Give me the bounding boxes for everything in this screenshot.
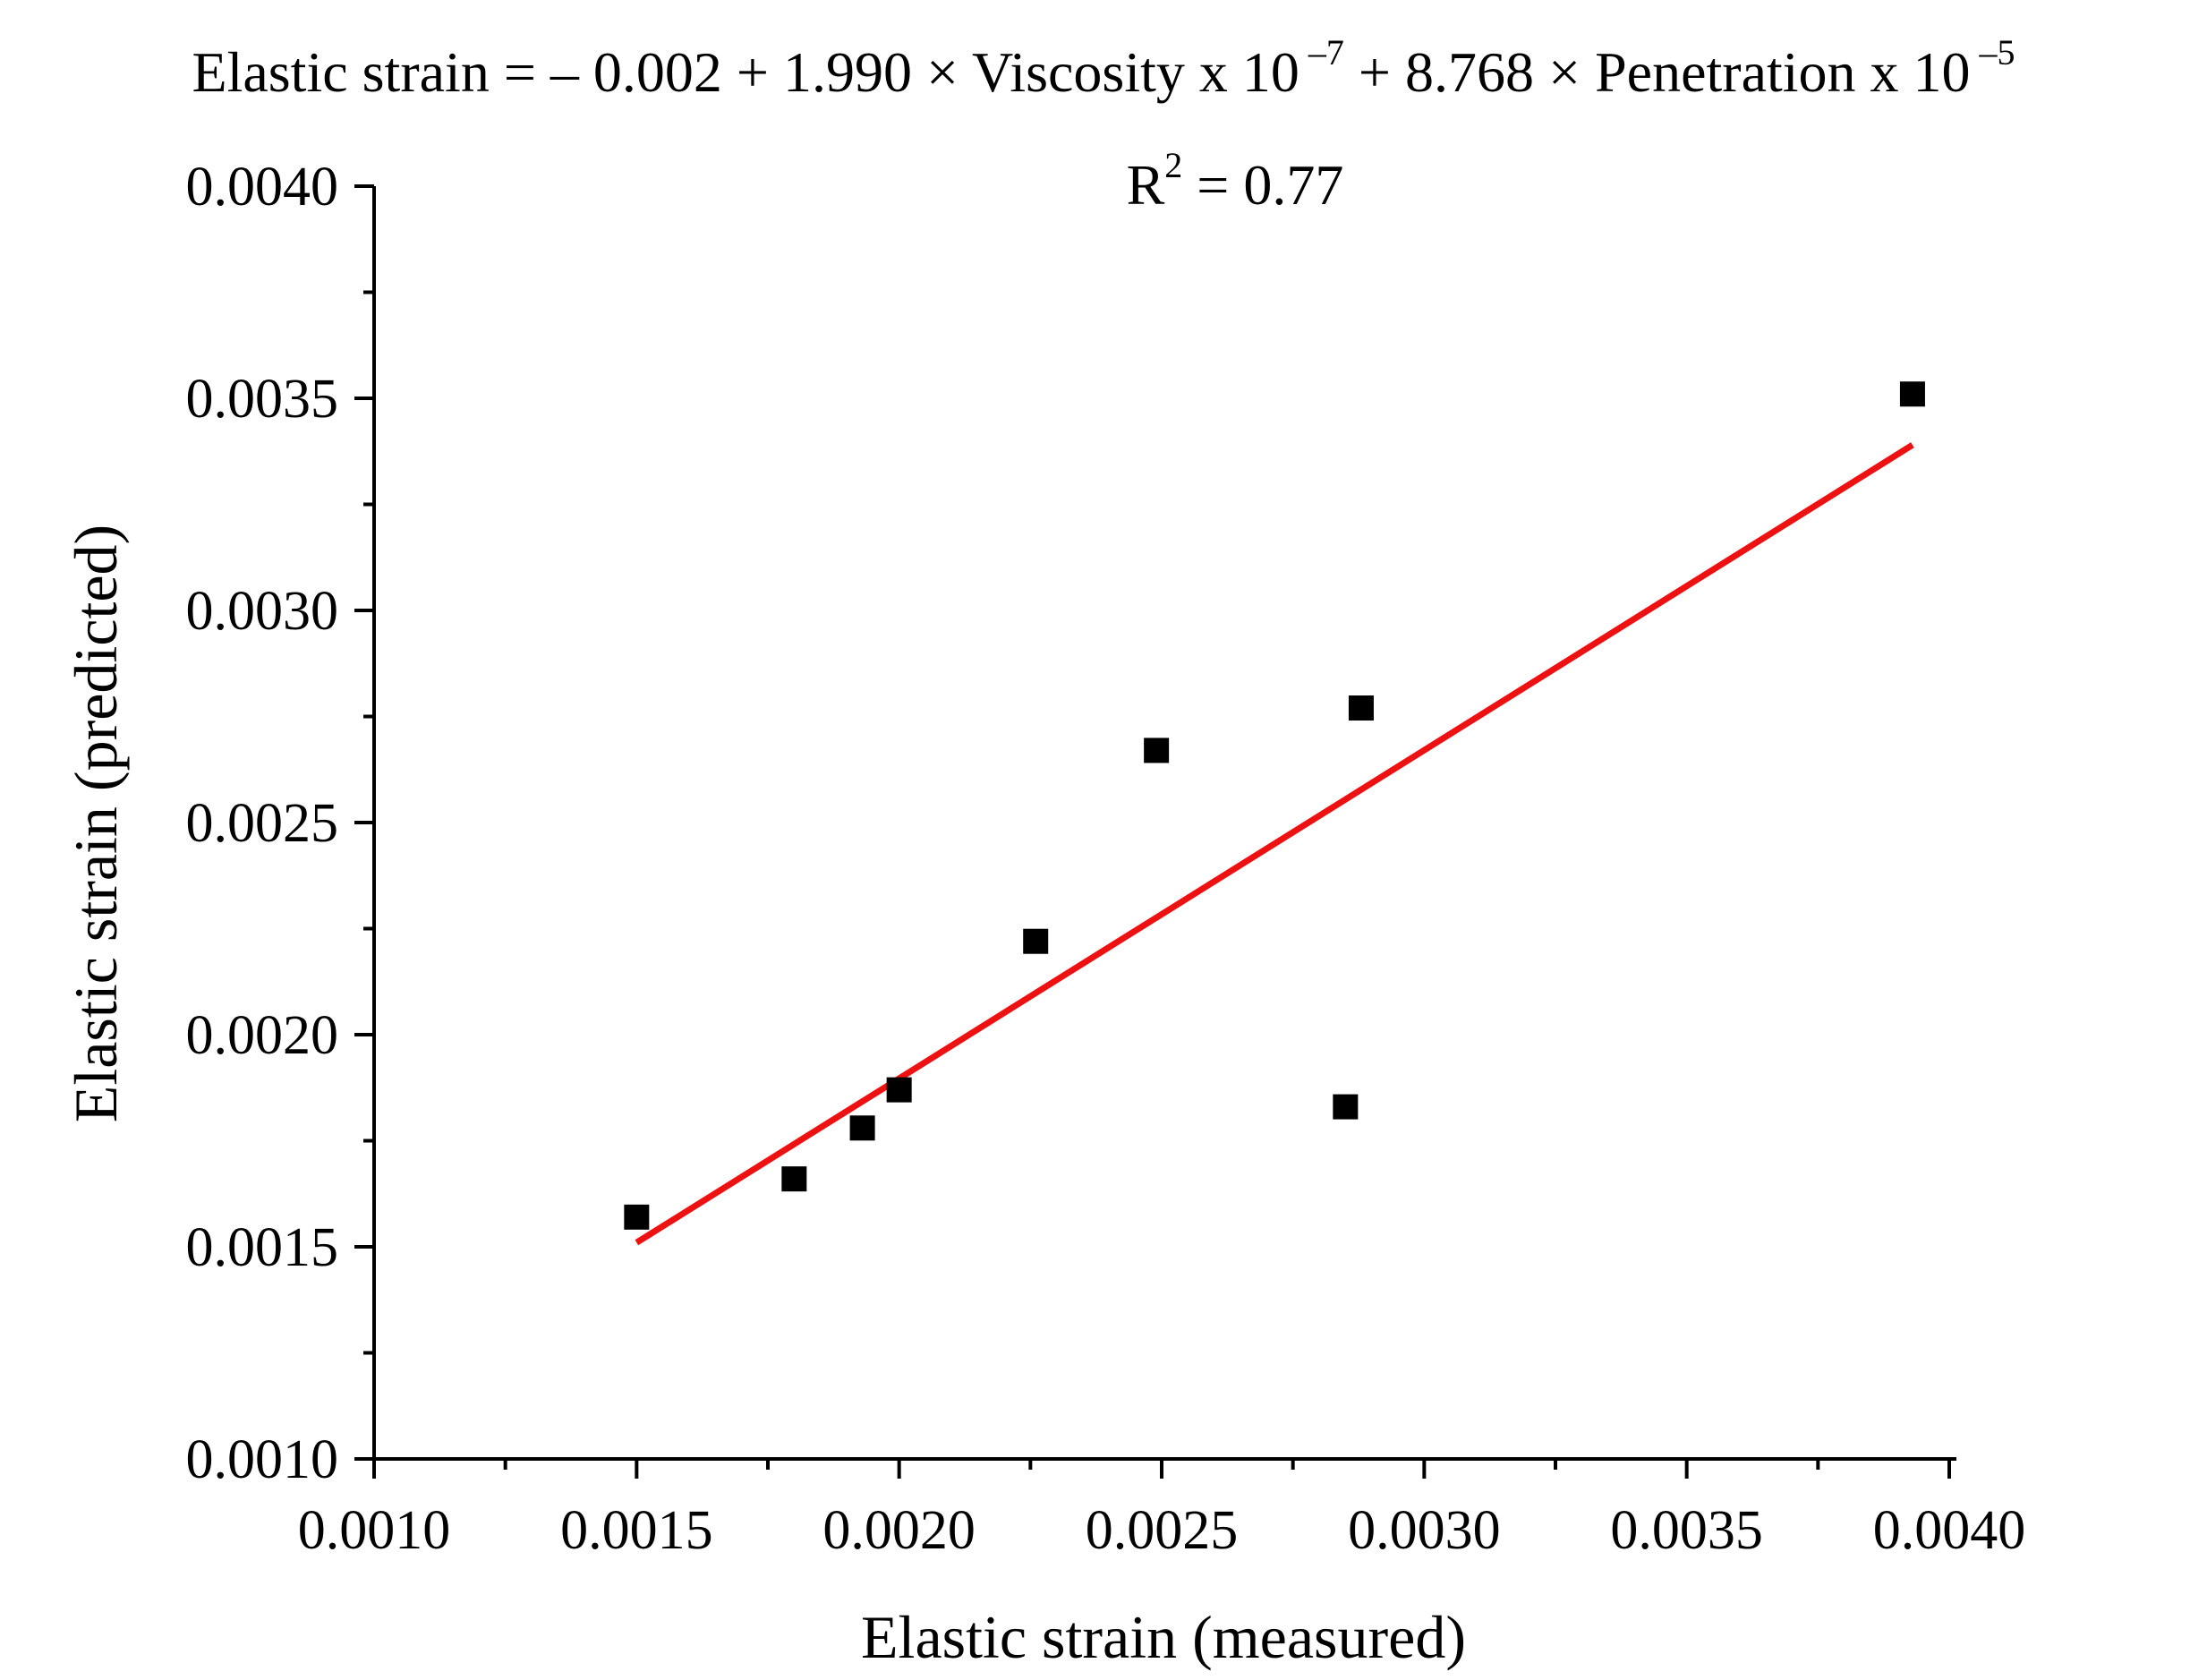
data-point bbox=[1144, 738, 1170, 763]
y-axis-tick-labels: 0.0010 0.0015 0.0020 0.0025 0.0030 0.0035 0.00… bbox=[186, 157, 339, 1490]
y-tick-label: 0.0010 bbox=[186, 1429, 339, 1490]
x-axis-tick-labels: 0.0010 0.0015 0.0020 0.0025 0.0030 0.0035 0.00… bbox=[298, 1500, 2026, 1561]
data-point bbox=[1333, 1094, 1359, 1120]
y-tick-label: 0.0020 bbox=[186, 1005, 339, 1066]
r-squared-value: = 0.77 bbox=[1182, 153, 1343, 217]
x-axis-label: Elastic strain (measured) bbox=[861, 1603, 1466, 1671]
data-point bbox=[1348, 695, 1374, 721]
data-point bbox=[781, 1166, 807, 1192]
data-point bbox=[849, 1115, 875, 1141]
chart-title-middle: + 8.768 × Penetration x 10 bbox=[1344, 40, 1971, 104]
data-point bbox=[886, 1077, 912, 1103]
y-axis-ticks bbox=[354, 184, 374, 1461]
x-axis-ticks bbox=[372, 1459, 1951, 1479]
y-tick-label: 0.0035 bbox=[186, 369, 339, 430]
r-squared-superscript: 2 bbox=[1164, 145, 1182, 185]
x-tick-label: 0.0015 bbox=[560, 1500, 713, 1561]
chart-title-prefix: Elastic strain = – 0.002 + 1.990 × Visco… bbox=[192, 40, 1299, 104]
y-tick-label: 0.0040 bbox=[186, 157, 339, 217]
data-point bbox=[1023, 928, 1049, 954]
r-squared-annotation: R2 = 0.77 bbox=[1127, 145, 1344, 217]
regression-fit-line bbox=[635, 442, 1914, 1246]
y-axis-label: Elastic strain (predicted) bbox=[62, 524, 130, 1122]
y-tick-label: 0.0025 bbox=[186, 793, 339, 854]
y-tick-label: 0.0030 bbox=[186, 581, 339, 642]
x-tick-label: 0.0020 bbox=[822, 1500, 976, 1561]
data-points bbox=[624, 381, 1925, 1230]
chart-title-exponent-1: –7 bbox=[1299, 32, 1344, 72]
r-squared-base: R bbox=[1127, 153, 1165, 217]
data-point bbox=[1899, 381, 1925, 407]
x-tick-label: 0.0035 bbox=[1610, 1500, 1763, 1561]
chart-title-exponent-2: –5 bbox=[1971, 32, 2015, 72]
x-tick-label: 0.0040 bbox=[1873, 1500, 2026, 1561]
x-tick-label: 0.0010 bbox=[298, 1500, 451, 1561]
y-tick-label: 0.0015 bbox=[186, 1217, 339, 1278]
data-point bbox=[624, 1204, 650, 1230]
chart-title: Elastic strain = – 0.002 + 1.990 × Visco… bbox=[192, 32, 2015, 104]
x-tick-label: 0.0030 bbox=[1348, 1500, 1501, 1561]
x-tick-label: 0.0025 bbox=[1086, 1500, 1239, 1561]
